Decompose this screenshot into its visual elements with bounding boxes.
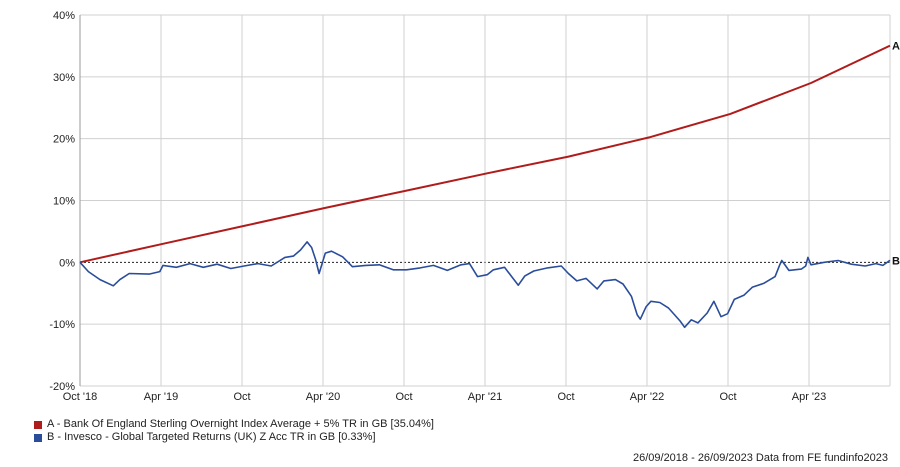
y-tick-label: -10% — [49, 319, 75, 331]
grid-lines — [79, 14, 891, 387]
series-end-labels: AB — [892, 41, 900, 268]
y-axis-tick-labels: 40% 30% 20% 10% 0% -10% -20% — [49, 10, 75, 393]
x-tick-label: Oct '18 — [63, 391, 98, 403]
x-tick-label: Apr '22 — [630, 391, 665, 403]
legend-swatch-a — [34, 420, 42, 429]
y-tick-label: 40% — [53, 10, 75, 22]
legend-label-b: B - Invesco - Global Targeted Returns (U… — [47, 431, 376, 443]
legend: A - Bank Of England Sterling Overnight I… — [34, 418, 434, 444]
series-end-label-b: B — [892, 255, 900, 267]
y-tick-label: 0% — [59, 257, 75, 269]
legend-swatch-b — [34, 433, 42, 442]
line-chart: 40%30%20%10%0%-10%-20% Oct '18 Apr '19 Oct… — [49, 10, 900, 403]
date-range-footer: 26/09/2018 - 26/09/2023 Data from FE fun… — [632, 452, 888, 464]
x-tick-label: Apr '19 — [144, 391, 179, 403]
legend-item-a: A - Bank Of England Sterling Overnight I… — [34, 418, 434, 431]
x-tick-label: Oct — [719, 391, 736, 403]
x-tick-label: Apr '23 — [792, 391, 827, 403]
legend-item-b: B - Invesco - Global Targeted Returns (U… — [34, 431, 434, 444]
x-tick-label: Oct — [233, 391, 250, 403]
series-end-label-a: A — [892, 41, 900, 53]
legend-label-a: A - Bank Of England Sterling Overnight I… — [47, 418, 434, 430]
x-tick-label: Apr '21 — [468, 391, 503, 403]
series-line-b — [79, 241, 891, 329]
y-tick-label: 10% — [53, 196, 75, 208]
series-lines — [79, 44, 891, 329]
x-axis-tick-labels: Oct '18 Apr '19 Oct Apr '20 Oct Apr '21 Oct Apr… — [63, 391, 827, 403]
y-tick-label: 20% — [53, 134, 75, 146]
series-line-a — [79, 44, 891, 264]
x-tick-label: Apr '20 — [306, 391, 341, 403]
y-tick-label: -20% — [49, 381, 75, 393]
y-tick-label: 30% — [53, 72, 75, 84]
x-tick-label: Oct — [395, 391, 412, 403]
x-tick-label: Oct — [557, 391, 574, 403]
